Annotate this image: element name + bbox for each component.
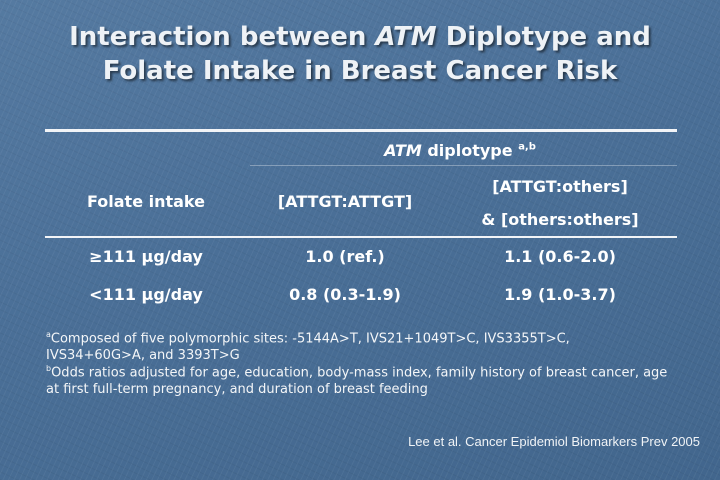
footnote-text: Odds ratios adjusted for age, education,…	[51, 365, 668, 381]
column-header-folate: Folate intake	[86, 192, 205, 211]
table-top-rule	[45, 129, 677, 132]
footnote-b: bOdds ratios adjusted for age, education…	[46, 360, 667, 398]
footnote-ref: a,b	[518, 141, 536, 153]
title-text: Diplotype and	[436, 22, 651, 52]
row-value: 1.1 (0.6-2.0)	[504, 247, 616, 266]
footnote-mark: b	[46, 364, 52, 373]
row-value: 1.0 (ref.)	[305, 247, 385, 266]
group-header-text: diplotype	[421, 141, 513, 160]
group-header-rule	[250, 165, 677, 166]
row-folate: ≥111 μg/day	[89, 247, 203, 266]
footnote-text: at first full-term pregnancy, and durati…	[46, 382, 428, 398]
title-line-2: Folate Intake in Breast Cancer Risk	[102, 56, 618, 86]
footnote-text: Composed of five polymorphic sites: -514…	[50, 331, 570, 347]
gene-name: ATM	[384, 141, 422, 160]
header-bottom-rule	[45, 236, 677, 238]
citation: Lee et al. Cancer Epidemiol Biomarkers P…	[408, 434, 700, 449]
column-header-others: [ATTGT:others]	[492, 177, 628, 196]
group-header: ATM diplotype a,b	[370, 141, 550, 160]
title-text: Interaction between	[69, 22, 376, 52]
footnote-text: IVS34+60G>A, and 3393T>G	[46, 348, 240, 364]
row-value: 1.9 (1.0-3.7)	[504, 285, 616, 304]
row-value: 0.8 (0.3-1.9)	[289, 285, 401, 304]
slide-title: Interaction between ATM Diplotype and Fo…	[0, 20, 720, 88]
column-header-others-2: & [others:others]	[481, 210, 639, 229]
row-folate: <111 μg/day	[89, 285, 203, 304]
footnote-mark: a	[46, 330, 51, 339]
footnote-a: aComposed of five polymorphic sites: -51…	[46, 326, 570, 364]
column-header-attgt-attgt: [ATTGT:ATTGT]	[277, 192, 413, 211]
title-gene: ATM	[375, 22, 437, 52]
